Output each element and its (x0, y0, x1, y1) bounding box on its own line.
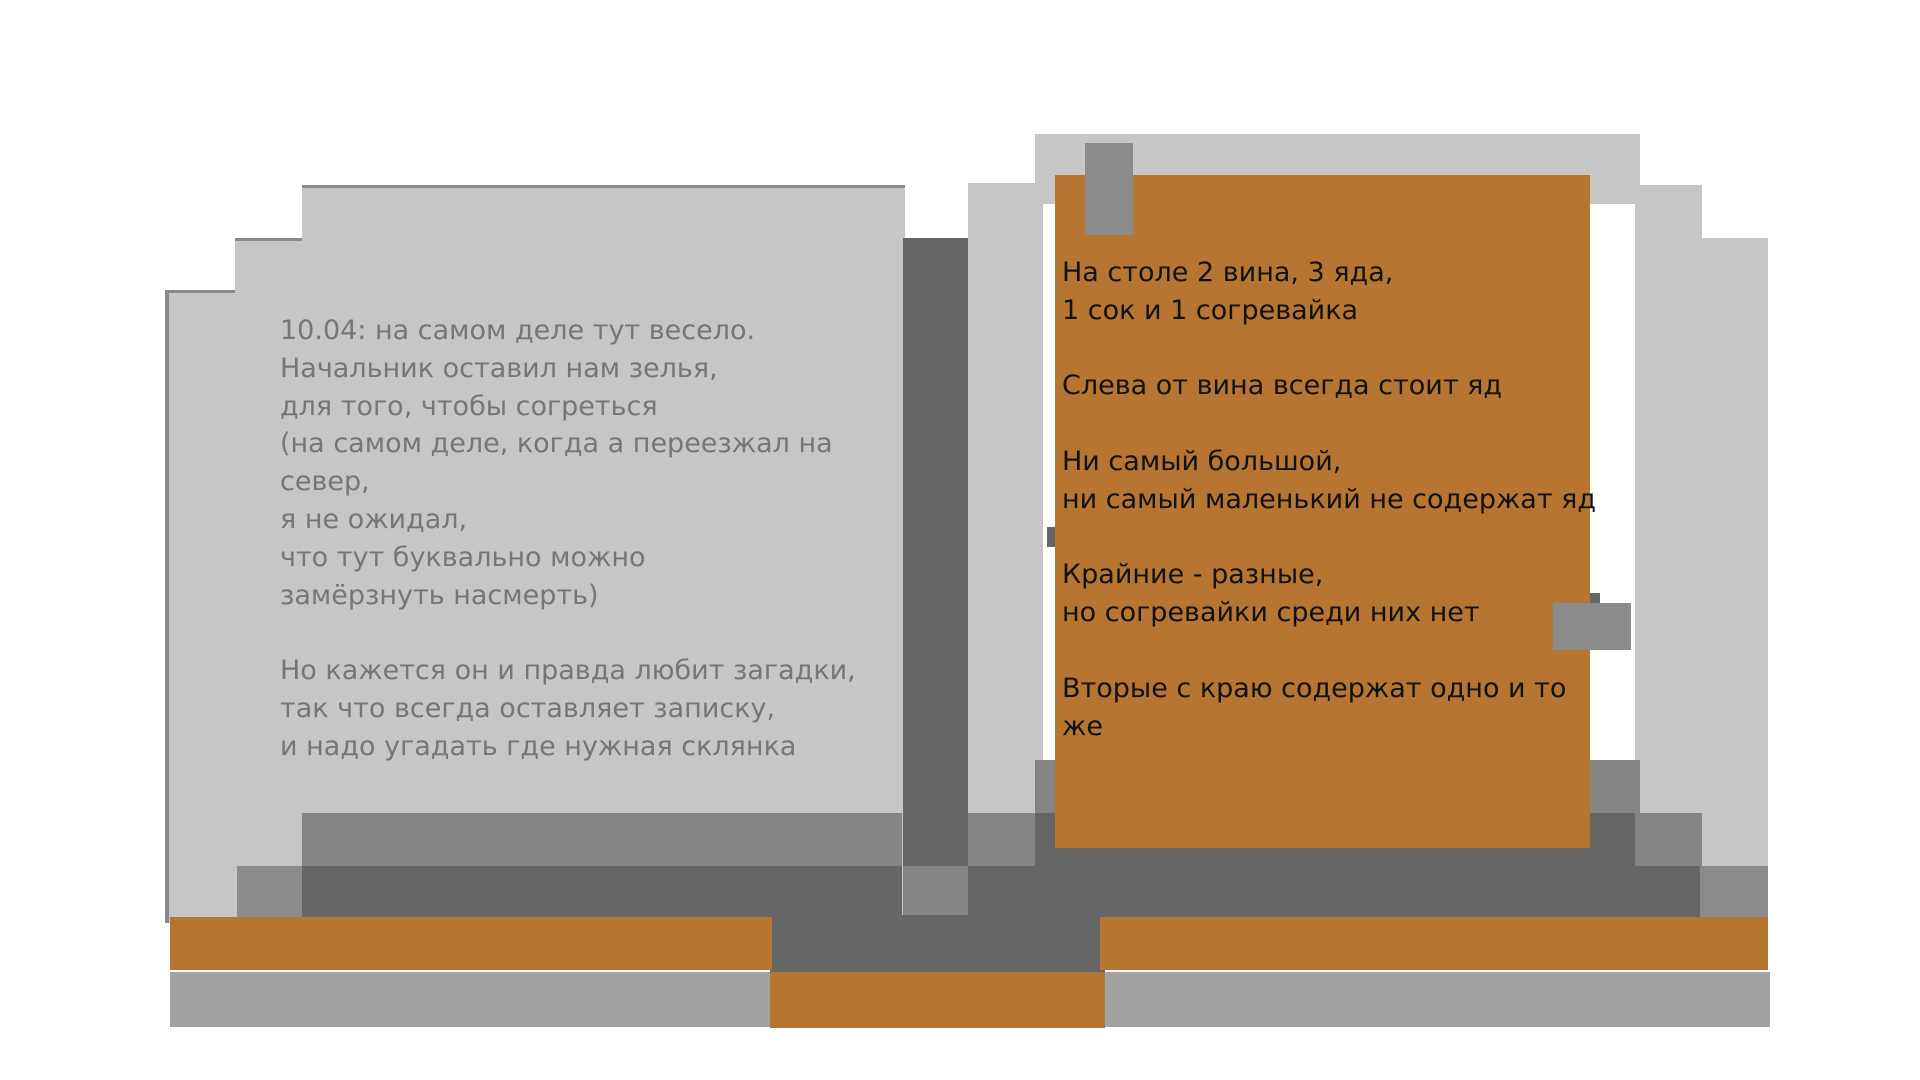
left-page-shade-1 (302, 813, 902, 868)
cover-front-left (170, 917, 772, 970)
left-page-shade-2 (237, 866, 303, 921)
note-pin-left (1047, 527, 1057, 547)
right-page-shade-5 (1698, 866, 1768, 921)
book-spine (903, 238, 970, 868)
right-page-inner (968, 183, 1043, 923)
note-tape-top (1085, 143, 1133, 235)
spine-foot (903, 866, 970, 921)
riddle-note[interactable] (1055, 175, 1590, 848)
diary-entry-text: 10.04: на самом деле тут весело. Начальн… (280, 315, 856, 762)
right-page-shade-3 (1585, 760, 1640, 815)
note-pin-right (1585, 593, 1600, 603)
cover-front-right (1100, 917, 1768, 970)
riddle-note-text: На столе 2 вина, 3 яда, 1 сок и 1 согрев… (1062, 257, 1597, 742)
left-page-step-1 (235, 238, 905, 301)
cover-base-middle (770, 970, 1105, 1028)
left-page-step-2 (302, 185, 905, 248)
cover-base-left (170, 972, 772, 1027)
left-page-shadow (302, 866, 902, 921)
right-page-shade-1 (968, 813, 1038, 868)
right-page-shadow-1 (968, 866, 1700, 921)
right-page-outer (1635, 185, 1702, 885)
note-tape-right (1553, 603, 1631, 650)
book-center-shadow (770, 915, 1105, 972)
right-page-edge (1698, 238, 1768, 878)
cover-base-right (1105, 972, 1770, 1027)
right-page-shade-4 (1635, 813, 1702, 868)
